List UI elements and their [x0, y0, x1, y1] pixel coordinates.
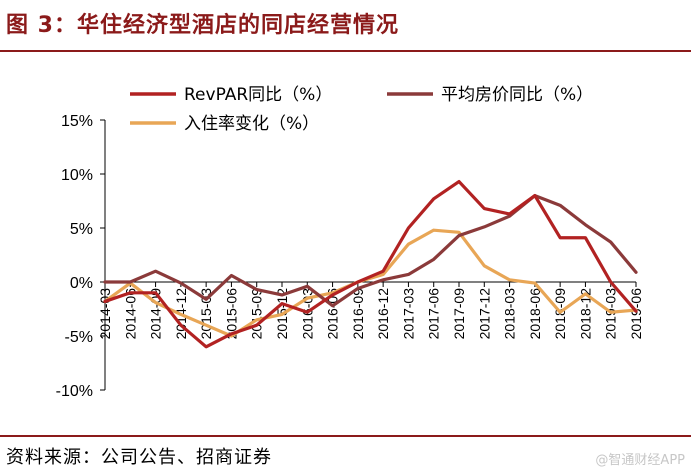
- x-tick-label: 2016-09: [350, 288, 366, 340]
- title-divider: [0, 50, 691, 52]
- y-tick-label: 15%: [61, 113, 93, 130]
- x-tick-label: 2014-09: [148, 288, 164, 340]
- x-tick-label: 2017-12: [476, 288, 492, 340]
- footer-divider: [0, 435, 691, 437]
- x-tick-label: 2018-03: [502, 288, 518, 340]
- y-tick-label: 10%: [61, 167, 93, 184]
- chart-legend: RevPAR同比（%） 平均房价同比（%） 入住率变化（%）: [130, 85, 593, 134]
- y-tick-label: -5%: [65, 329, 93, 346]
- x-tick-label: 2017-06: [426, 288, 442, 340]
- x-tick-label: 2017-03: [400, 288, 416, 340]
- watermark-text: @智通财经APP: [595, 453, 685, 468]
- x-tick-label: 2015-09: [249, 288, 265, 340]
- x-tick-label: 2016-12: [375, 288, 391, 340]
- x-tick-label: 2014-06: [122, 288, 138, 340]
- x-tick-label: 2015-06: [223, 288, 239, 340]
- series-line-revpar: [103, 179, 638, 349]
- chart-series: [103, 179, 638, 349]
- chart-axes: -10%-5%0%5%10%15%2014-03 2014-06 2014-09 20…: [56, 113, 644, 400]
- x-tick-label: 2018-06: [527, 288, 543, 340]
- series-line-adr: [103, 194, 638, 308]
- y-tick-label: 0%: [70, 275, 93, 292]
- legend-label-adr: 平均房价同比（%）: [441, 85, 593, 105]
- figure-title: 图 3：华住经济型酒店的同店经营情况: [6, 13, 399, 38]
- source-note: 资料来源：公司公告、招商证券: [6, 447, 272, 468]
- y-tick-label: 5%: [70, 221, 93, 238]
- legend-label-revpar: RevPAR同比（%）: [184, 85, 332, 105]
- x-tick-label: 2019-06: [628, 288, 644, 340]
- x-tick-label: 2018-12: [577, 288, 593, 340]
- y-tick-label: -10%: [56, 383, 93, 400]
- x-tick-label: 2017-09: [451, 288, 467, 340]
- legend-label-occupancy: 入住率变化（%）: [184, 114, 319, 134]
